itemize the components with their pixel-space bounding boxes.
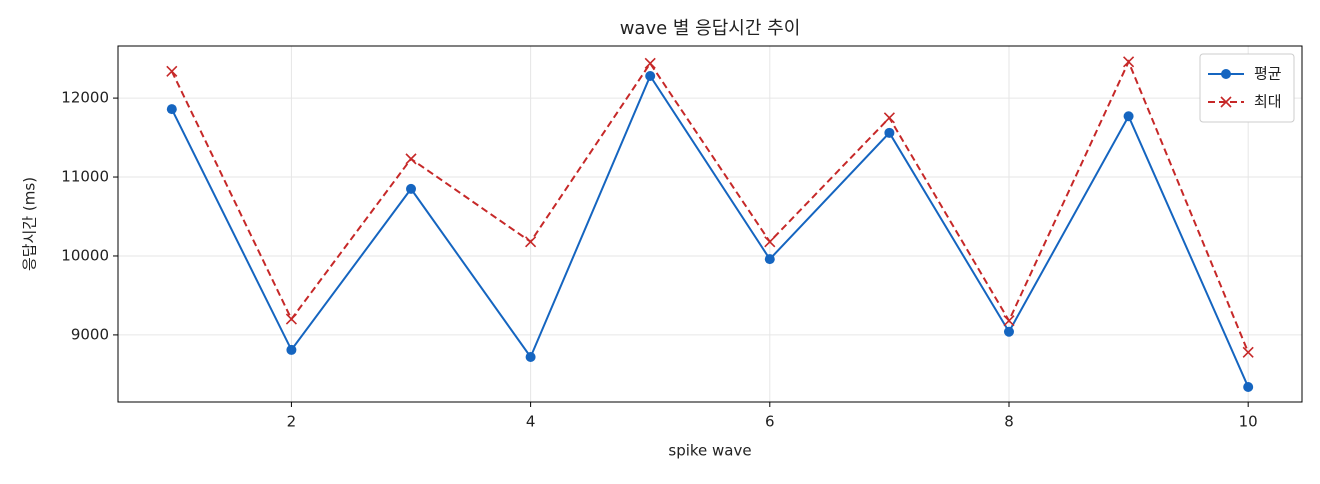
data-point [644, 57, 656, 69]
data-point [764, 254, 775, 265]
data-point [645, 70, 656, 81]
data-point [525, 352, 536, 363]
data-point [1242, 346, 1254, 358]
data-point [166, 104, 177, 115]
data-point [1123, 56, 1135, 68]
data-point [405, 153, 417, 165]
data-point [1003, 315, 1015, 327]
x-axis-label: spike wave [668, 442, 751, 460]
data-point [1123, 111, 1134, 122]
legend-marker [1221, 69, 1231, 79]
y-tick-label: 9000 [71, 325, 109, 343]
y-tick-label: 11000 [61, 168, 109, 186]
y-tick-label: 12000 [61, 89, 109, 107]
x-tick-label: 2 [287, 413, 297, 431]
data-point [1003, 326, 1014, 337]
data-point [1243, 382, 1254, 393]
data-point [286, 344, 297, 355]
data-point [525, 236, 537, 248]
y-tick-label: 10000 [61, 246, 109, 264]
x-tick-label: 8 [1004, 413, 1014, 431]
chart-title: wave 별 응답시간 추이 [620, 18, 801, 39]
legend-label: 평균 [1254, 65, 1282, 83]
x-tick-label: 10 [1239, 413, 1258, 431]
data-point [764, 236, 776, 248]
x-tick-label: 6 [765, 413, 775, 431]
legend-marker [1220, 96, 1232, 108]
data-point [285, 313, 297, 325]
data-point [406, 183, 417, 194]
plot-frame [117, 45, 1303, 403]
y-axis-label: 응답시간 (ms) [21, 177, 39, 271]
data-point [883, 112, 895, 124]
data-point [166, 65, 178, 77]
x-tick-label: 4 [526, 413, 536, 431]
data-point [884, 127, 895, 138]
series-line [170, 59, 1250, 353]
legend-label: 최대 [1254, 93, 1282, 111]
series-line [170, 73, 1250, 388]
